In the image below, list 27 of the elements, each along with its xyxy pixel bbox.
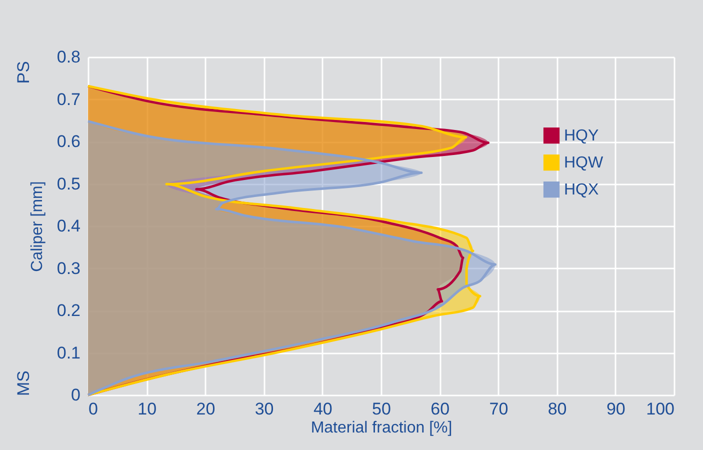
legend-label: HQW (564, 154, 604, 172)
x-tick-label: 80 (548, 400, 567, 418)
x-tick-label: 20 (196, 400, 216, 418)
y-tick-label: 0.6 (56, 132, 80, 151)
x-tick-label: 100 (646, 400, 674, 418)
y-tick-label: 0.7 (56, 90, 80, 109)
y-tick-label: 0.4 (56, 216, 80, 236)
x-tick-label: 70 (489, 400, 508, 418)
y-tick-label: 0.5 (56, 174, 80, 194)
y-tick-label: 0 (71, 386, 80, 404)
x-axis-title: Material fraction [%] (310, 420, 452, 436)
x-tick-label: 30 (254, 400, 274, 418)
x-tick-label: 50 (372, 400, 391, 418)
x-tick-label: 60 (430, 400, 450, 418)
x-tick-label: 10 (138, 400, 157, 418)
y-tick-label: 0.2 (56, 301, 80, 320)
x-tick-label: 0 (88, 400, 98, 418)
text: MS (14, 370, 33, 396)
legend-label: HQY (564, 128, 599, 144)
y-tick-label: 0.8 (56, 48, 80, 66)
x-tick-label: 40 (313, 400, 332, 418)
text: PS (14, 61, 33, 84)
y-axis-title: Caliper [mm] (28, 181, 46, 272)
y-tick-label: 0.3 (56, 258, 80, 278)
y-tick-label: 0.1 (56, 343, 80, 362)
x-tick-label: 90 (606, 400, 626, 418)
legend-label: HQX (564, 182, 599, 198)
